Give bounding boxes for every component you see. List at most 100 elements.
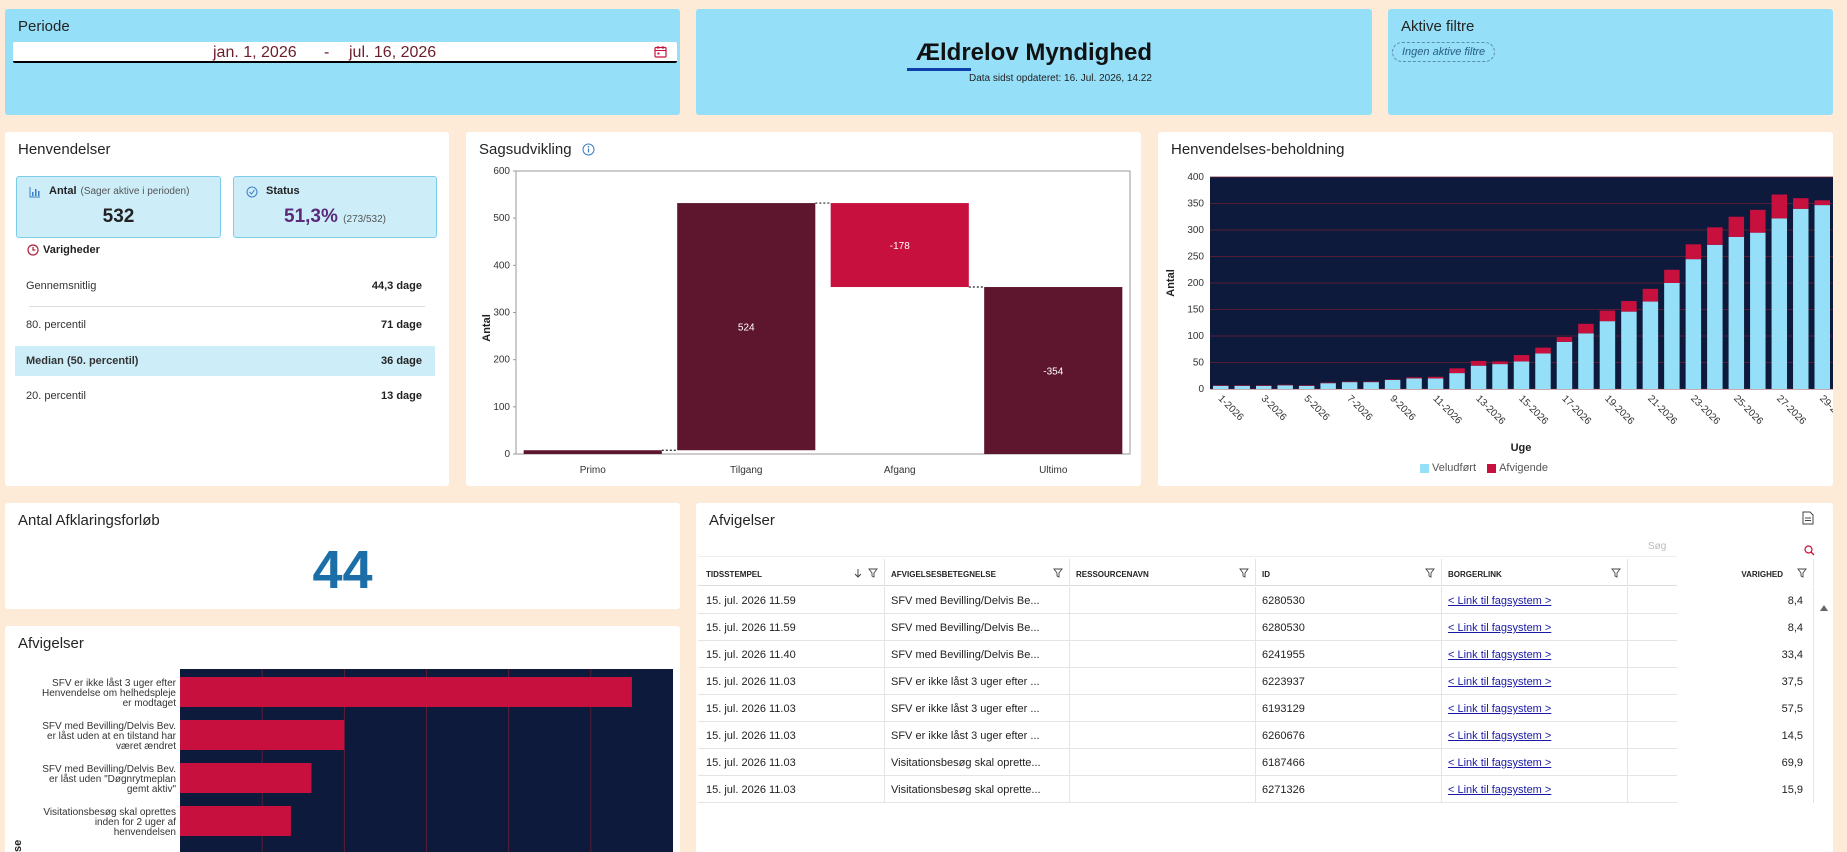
bar-veludfort [1621, 311, 1637, 389]
info-icon[interactable] [582, 143, 595, 156]
column-header-tidsstempel[interactable]: TIDSSTEMPEL [700, 559, 885, 586]
horizontal-bar-chart: SFV er ikke låst 3 uger efterHenvendelse… [12, 669, 673, 852]
borgerlink[interactable]: < Link til fagsystem > [1448, 649, 1552, 661]
bar-afvigende [1750, 209, 1766, 233]
y-tick-label: 0 [1198, 384, 1204, 395]
bar-veludfort [1707, 244, 1723, 389]
legend-veludfort: Veludført [1432, 462, 1477, 474]
y-tick-label: 100 [493, 402, 510, 413]
table-row[interactable]: 15. jul. 2026 11.03 Visitationsbesøg skal… [698, 776, 1814, 803]
bar-afvigende [1449, 368, 1465, 374]
varighed-row: 80. percentil 71 dage [15, 313, 435, 337]
borgerlink[interactable]: < Link til fagsystem > [1448, 676, 1552, 688]
varighed-value: 36 dage [381, 355, 422, 367]
search-icon[interactable] [1804, 545, 1815, 556]
table-cell [1070, 614, 1256, 641]
bar-veludfort [1213, 385, 1229, 389]
scroll-up-icon[interactable] [1819, 604, 1829, 612]
column-header-varighed[interactable]: VARIGHED [1628, 559, 1814, 586]
x-tick-label: 3-2026 [1259, 393, 1289, 423]
y-tick-label: Henvendelse om helhedspleje [42, 688, 176, 699]
y-tick-label: 300 [1187, 225, 1204, 236]
date-range-picker[interactable]: jan. 1, 2026 - jul. 16, 2026 [13, 42, 677, 63]
table-cell [1070, 641, 1256, 668]
x-tick-label: 21-2026 [1645, 393, 1679, 427]
borgerlink[interactable]: < Link til fagsystem > [1448, 595, 1552, 607]
data-label: -354 [1043, 367, 1063, 378]
filter-icon[interactable] [1425, 568, 1435, 578]
column-label: RESSOURCENAVN [1076, 570, 1149, 579]
table-row[interactable]: 15. jul. 2026 11.03 SFV er ikke låst 3 ug… [698, 668, 1814, 695]
borgerlink[interactable]: < Link til fagsystem > [1448, 784, 1552, 796]
bar-veludfort [1277, 385, 1293, 389]
table-row[interactable]: 15. jul. 2026 11.59 SFV med Bevilling/Del… [698, 587, 1814, 614]
table-cell: 15. jul. 2026 11.59 [700, 614, 885, 641]
table-cell: 15. jul. 2026 11.40 [700, 641, 885, 668]
x-tick-label: 27-2026 [1774, 393, 1808, 427]
start-date[interactable]: jan. 1, 2026 [213, 44, 297, 61]
antal-kpi[interactable]: Antal (Sager aktive i perioden) 532 [16, 176, 221, 238]
varighed-value: 44,3 dage [371, 280, 422, 292]
column-header-id[interactable]: ID [1256, 559, 1442, 586]
table-cell [1070, 695, 1256, 722]
x-tick-label: 29-2... [1817, 393, 1833, 421]
y-tick-label: er låst uden "Døgnrytmeplan [49, 773, 176, 785]
status-kpi[interactable]: Status 51,3% (273/532) [233, 176, 437, 238]
calendar-icon[interactable] [654, 45, 667, 58]
filter-icon[interactable] [1239, 568, 1249, 578]
column-header-borgerlink[interactable]: BORGERLINK [1442, 559, 1628, 586]
borgerlink[interactable]: < Link til fagsystem > [1448, 730, 1552, 742]
document-icon[interactable] [1802, 511, 1814, 525]
afklaring-title: Antal Afklaringsforløb [18, 512, 160, 529]
column-label: ID [1262, 570, 1270, 579]
bar-veludfort [1234, 385, 1250, 389]
filter-icon[interactable] [1053, 568, 1063, 578]
y-tick-label: inden for 2 uger af [95, 817, 176, 828]
column-header-ressourcenavn[interactable]: RESSOURCENAVN [1070, 559, 1256, 586]
last-updated: Data sidst opdateret: 16. Jul. 2026, 14.… [969, 73, 1152, 84]
column-header-afvigelsesbetegnelse[interactable]: AFVIGELSESBETEGNELSE [885, 559, 1070, 586]
table-row[interactable]: 15. jul. 2026 11.03 SFV er ikke låst 3 ug… [698, 722, 1814, 749]
end-date[interactable]: jul. 16, 2026 [349, 44, 437, 61]
table-cell: 6223937 [1256, 668, 1442, 695]
stacked-bar-chart: 0 50 100 150 200 250 300 350 400 Antal 1-2026 3-202… [1165, 172, 1833, 454]
table-row[interactable]: 15. jul. 2026 11.40 SFV med Bevilling/Del… [698, 641, 1814, 668]
table-cell: 37,5 [1628, 668, 1814, 695]
filter-icon[interactable] [868, 568, 878, 578]
table-cell: 6271326 [1256, 776, 1442, 803]
table-cell: SFV med Bevilling/Delvis Be... [885, 587, 1070, 614]
borgerlink[interactable]: < Link til fagsystem > [1448, 757, 1552, 769]
table-row[interactable]: 15. jul. 2026 11.59 SFV med Bevilling/Del… [698, 614, 1814, 641]
table-cell: < Link til fagsystem > [1442, 695, 1628, 722]
table-cell: 15. jul. 2026 11.03 [700, 776, 885, 803]
bar-afvigende [1470, 360, 1487, 366]
waterfall-chart: 0 100 200 300 400 500 600 Antal Primo 524 Tilgang -… [481, 166, 1131, 476]
table-cell: 33,4 [1628, 641, 1814, 668]
bar-afvigende [1406, 377, 1422, 379]
data-label: -178 [890, 241, 910, 252]
henvendelser-card: Henvendelser Antal (Sager aktive i period… [5, 132, 449, 486]
table-row[interactable]: 15. jul. 2026 11.03 SFV er ikke låst 3 ug… [698, 695, 1814, 722]
afvigelser-table-title: Afvigelser [709, 512, 775, 529]
table-cell: 15,9 [1628, 776, 1814, 803]
status-label: Status [266, 185, 300, 197]
x-tick-label: 17-2026 [1559, 393, 1593, 427]
search-input[interactable]: Søg [1648, 541, 1667, 552]
borgerlink[interactable]: < Link til fagsystem > [1448, 703, 1552, 715]
filter-icon[interactable] [1611, 568, 1621, 578]
y-tick-label: 0 [504, 449, 510, 460]
no-filters-pill[interactable]: Ingen aktive filtre [1392, 42, 1496, 62]
borgerlink[interactable]: < Link til fagsystem > [1448, 622, 1552, 634]
x-tick-label: Ultimo [1039, 465, 1068, 476]
varighed-row-highlighted: Median (50. percentil) 36 dage [15, 346, 435, 376]
filter-icon[interactable] [1797, 568, 1807, 578]
afvigelse-bar [180, 677, 632, 707]
status-value: 51,3% [284, 206, 338, 227]
table-row[interactable]: 15. jul. 2026 11.03 Visitationsbesøg skal… [698, 749, 1814, 776]
table-cell [1070, 722, 1256, 749]
bar-afvigende [1320, 382, 1336, 384]
sort-desc-icon[interactable] [854, 568, 862, 578]
table-cell: 14,5 [1628, 722, 1814, 749]
waterfall-bar [523, 450, 662, 454]
y-tick-label: er låst uden at en tilstand har [47, 730, 177, 742]
